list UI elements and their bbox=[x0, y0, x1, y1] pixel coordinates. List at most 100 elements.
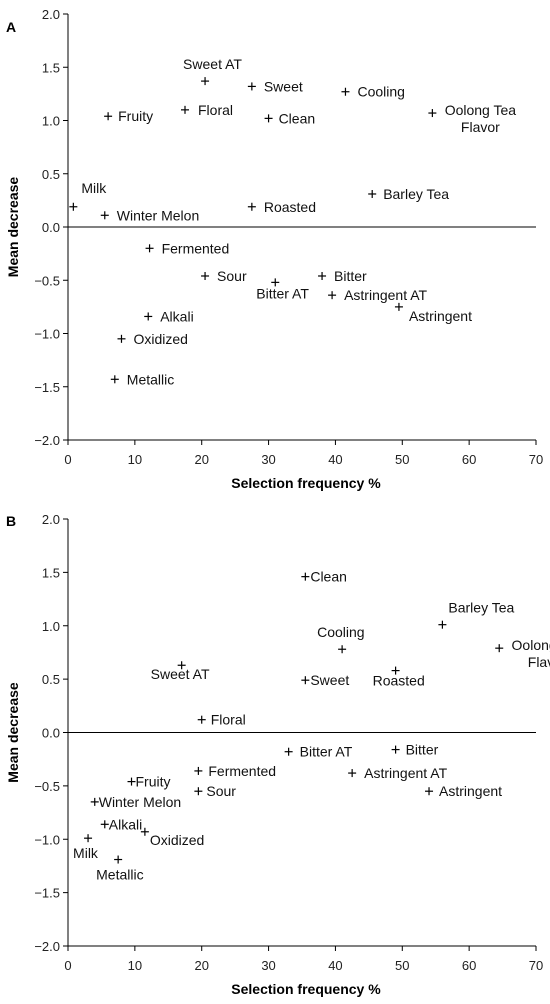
panel-a-label-metallic: Metallic bbox=[127, 371, 174, 387]
panel-b-label-metallic: Metallic bbox=[96, 867, 143, 883]
panel-b-point-fruity bbox=[127, 777, 136, 786]
panel-b-point-floral bbox=[197, 715, 206, 724]
panel-a-label-milk: Milk bbox=[81, 180, 107, 196]
panel-b-label-fruity: Fruity bbox=[136, 774, 171, 790]
panel-b-point-winter-melon bbox=[90, 797, 99, 806]
panel-a-label-barley-tea: Barley Tea bbox=[383, 186, 449, 202]
panel-b-point-milk bbox=[84, 834, 93, 843]
panel-a-point-winter-melon bbox=[100, 211, 109, 220]
panel-b-point-astringent bbox=[425, 787, 434, 796]
panel-b-x-tick-label: 0 bbox=[64, 958, 71, 973]
panel-a-point-oolong-tea-flavor bbox=[428, 109, 437, 118]
panel-a-y-tick-label: −1.5 bbox=[34, 380, 60, 395]
panel-b-point-sweet-at bbox=[177, 661, 186, 670]
panel-b-letter: B bbox=[6, 513, 16, 529]
panel-a-point-alkali bbox=[144, 312, 153, 321]
panel-b-y-tick-label: 2.0 bbox=[42, 512, 60, 527]
panel-a-x-tick-label: 60 bbox=[462, 452, 476, 467]
panel-a-label-oxidized: Oxidized bbox=[133, 331, 187, 347]
panel-a-point-metallic bbox=[110, 375, 119, 384]
panel-b-x-tick-label: 70 bbox=[529, 958, 543, 973]
panel-a-x-tick-label: 10 bbox=[128, 452, 142, 467]
panel-a-point-sweet bbox=[247, 82, 256, 91]
panel-a-label-cooling: Cooling bbox=[357, 84, 404, 100]
panel-b-y-tick-label: 1.0 bbox=[42, 619, 60, 634]
panel-a-y-axis-title: Mean decrease bbox=[5, 177, 21, 278]
panel-a-label-fermented: Fermented bbox=[162, 240, 230, 256]
panel-b-label-oxidized: Oxidized bbox=[150, 832, 204, 848]
panel-b-label-cooling: Cooling bbox=[317, 624, 364, 640]
panel-b-point-cooling bbox=[338, 645, 347, 654]
panel-a-label-clean: Clean bbox=[279, 110, 316, 126]
panel-a-point-astringent-at bbox=[328, 291, 337, 300]
panel-a-point-oxidized bbox=[117, 334, 126, 343]
panel-b-point-astringent-at bbox=[348, 769, 357, 778]
panel-b-point-bitter-at bbox=[284, 747, 293, 756]
panel-a-point-cooling bbox=[341, 87, 350, 96]
panel-b-point-oolong-tea-flavor bbox=[495, 644, 504, 653]
panel-a-point-fermented bbox=[145, 244, 154, 253]
panel-b-x-tick-label: 50 bbox=[395, 958, 409, 973]
panel-a-point-bitter bbox=[318, 271, 327, 280]
panel-a-label-bitter-at: Bitter AT bbox=[256, 285, 309, 301]
panel-a-label-fruity: Fruity bbox=[118, 108, 153, 124]
panel-a-y-tick-label: −1.0 bbox=[34, 327, 60, 342]
panel-a-x-tick-label: 0 bbox=[64, 452, 71, 467]
panel-a-label-roasted: Roasted bbox=[264, 199, 316, 215]
panel-b-y-tick-label: 0.5 bbox=[42, 672, 60, 687]
panel-b-y-axis-title: Mean decrease bbox=[5, 682, 21, 783]
panel-a-label-floral: Floral bbox=[198, 102, 233, 118]
panel-a-label-oolong-tea-flavor: Oolong Tea Flavor bbox=[445, 102, 517, 135]
panel-a-letter: A bbox=[6, 19, 16, 35]
panel-a-label-sweet: Sweet bbox=[264, 78, 303, 94]
panel-a-label-sour: Sour bbox=[217, 268, 247, 284]
panel-b-y-tick-label: −0.5 bbox=[34, 779, 60, 794]
panel-b-point-clean bbox=[301, 572, 310, 581]
panel-b-x-tick-label: 40 bbox=[328, 958, 342, 973]
panel-a-y-tick-label: 1.5 bbox=[42, 60, 60, 75]
panel-a-point-astringent bbox=[394, 302, 403, 311]
panel-b-y-tick-label: 0.0 bbox=[42, 726, 60, 741]
panel-b-point-sweet bbox=[301, 676, 310, 685]
panel-b-x-tick-label: 10 bbox=[128, 958, 142, 973]
panel-b-label-bitter: Bitter bbox=[406, 742, 439, 758]
panel-b-label-barley-tea: Barley Tea bbox=[448, 600, 514, 616]
panel-a-y-tick-label: 0.0 bbox=[42, 220, 60, 235]
panel-a-x-tick-label: 20 bbox=[194, 452, 208, 467]
panel-b-label-sour: Sour bbox=[206, 783, 236, 799]
panel-a-y-tick-label: 1.0 bbox=[42, 114, 60, 129]
panel-a-point-fruity bbox=[104, 112, 113, 121]
panel-b-y-tick-label: −1.5 bbox=[34, 886, 60, 901]
panel-b-y-tick-label: 1.5 bbox=[42, 565, 60, 580]
panel-b-y-tick-label: −2.0 bbox=[34, 939, 60, 954]
panel-a-label-sweet-at: Sweet AT bbox=[183, 56, 242, 72]
panel-b-point-oxidized bbox=[140, 827, 149, 836]
panel-b-label-astringent: Astringent bbox=[439, 783, 502, 799]
panel-a-y-tick-label: 0.5 bbox=[42, 167, 60, 182]
panel-a-point-sweet-at bbox=[201, 77, 210, 86]
panel-a-x-tick-label: 70 bbox=[529, 452, 543, 467]
panel-a-label-astringent: Astringent bbox=[409, 308, 472, 324]
panel-b-point-bitter bbox=[391, 745, 400, 754]
panel-a-point-barley-tea bbox=[368, 189, 377, 198]
panel-b-label-clean: Clean bbox=[310, 569, 347, 585]
panel-a-label-bitter: Bitter bbox=[334, 268, 367, 284]
panel-b-point-metallic bbox=[114, 855, 123, 864]
panel-b-label-floral: Floral bbox=[211, 712, 246, 728]
panel-b-label-roasted: Roasted bbox=[373, 673, 425, 689]
panel-a-point-bitter-at bbox=[271, 278, 280, 287]
panel-b-y-tick-label: −1.0 bbox=[34, 832, 60, 847]
panel-b-label-alkali: Alkali bbox=[109, 816, 142, 832]
panel-b-point-sour bbox=[194, 787, 203, 796]
panel-a-y-tick-label: −2.0 bbox=[34, 433, 60, 448]
panel-a-point-sour bbox=[201, 271, 210, 280]
panel-a-point-milk bbox=[69, 202, 78, 211]
panel-a-y-tick-label: −0.5 bbox=[34, 273, 60, 288]
panel-b-x-tick-label: 60 bbox=[462, 958, 476, 973]
panel-b-label-winter-melon: Winter Melon bbox=[99, 794, 181, 810]
panel-b-x-tick-label: 20 bbox=[194, 958, 208, 973]
panel-a-label-astringent-at: Astringent AT bbox=[344, 287, 427, 303]
panel-a-label-winter-melon: Winter Melon bbox=[117, 207, 199, 223]
